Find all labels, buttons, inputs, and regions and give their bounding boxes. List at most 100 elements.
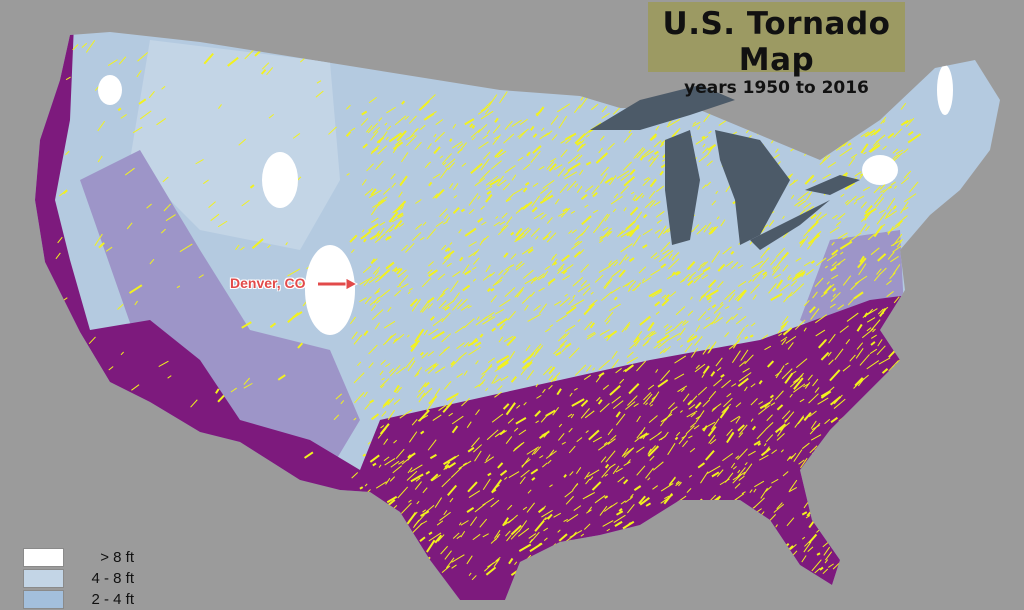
tornado-track <box>491 413 504 423</box>
tornado-track <box>846 422 857 435</box>
tornado-track <box>817 397 829 405</box>
tornado-track <box>660 370 671 382</box>
tornado-track <box>487 357 496 364</box>
tornado-track <box>866 438 876 452</box>
tornado-track <box>477 217 484 223</box>
tornado-track <box>608 260 613 266</box>
tornado-track <box>535 110 543 115</box>
tornado-track <box>542 516 547 521</box>
tornado-track <box>902 299 906 303</box>
tornado-track <box>251 238 264 250</box>
tornado-track <box>496 355 510 364</box>
tornado-track <box>466 555 473 565</box>
tornado-track <box>691 224 700 232</box>
tornado-track <box>891 525 897 532</box>
tornado-track <box>874 193 883 205</box>
tornado-track <box>860 215 868 223</box>
tornado-track <box>370 304 377 312</box>
tornado-track <box>439 155 444 159</box>
tornado-track <box>383 456 390 462</box>
tornado-track <box>463 318 475 329</box>
tornado-track <box>594 97 599 101</box>
tornado-track <box>693 272 705 280</box>
tornado-track <box>723 500 737 509</box>
tornado-track <box>716 367 722 372</box>
tornado-track <box>750 322 756 327</box>
tornado-track <box>738 360 746 367</box>
tornado-track <box>732 471 746 481</box>
tornado-track <box>877 557 883 563</box>
tornado-track <box>850 419 858 426</box>
tornado-track <box>777 321 788 334</box>
tornado-track <box>230 387 237 393</box>
tornado-track <box>624 498 631 503</box>
tornado-track <box>650 268 661 276</box>
tornado-track <box>533 446 542 455</box>
tornado-track <box>436 520 444 526</box>
tornado-track <box>474 341 482 347</box>
tornado-track <box>105 437 118 446</box>
tornado-track <box>474 177 486 187</box>
tornado-track <box>669 554 680 564</box>
tornado-track <box>779 422 790 431</box>
tornado-track <box>463 370 468 376</box>
tornado-track <box>754 480 765 488</box>
tornado-track <box>660 418 667 427</box>
tornado-track <box>904 246 916 257</box>
tornado-track <box>731 313 738 320</box>
tornado-track <box>526 369 535 381</box>
tornado-track <box>369 454 380 463</box>
tornado-track <box>903 148 909 154</box>
tornado-track <box>719 406 730 419</box>
tornado-track <box>659 512 671 523</box>
tornado-track <box>349 234 358 243</box>
tornado-track <box>649 200 656 208</box>
tornado-track <box>723 397 733 408</box>
tornado-track <box>877 447 883 453</box>
tornado-track <box>894 487 900 493</box>
tornado-track <box>661 536 671 543</box>
tornado-track <box>730 537 743 549</box>
tornado-track <box>632 284 640 292</box>
tornado-track <box>385 261 395 270</box>
tornado-track <box>415 199 422 204</box>
tornado-track <box>550 372 561 383</box>
tornado-track <box>849 116 855 121</box>
tornado-track <box>411 418 418 426</box>
tornado-track <box>382 398 391 407</box>
tornado-track <box>740 509 746 517</box>
tornado-track <box>599 235 603 239</box>
tornado-track <box>617 229 624 238</box>
tornado-track <box>373 548 382 554</box>
tornado-track <box>657 225 667 239</box>
tornado-track <box>450 360 456 366</box>
tornado-track <box>650 252 658 259</box>
tornado-track <box>277 374 286 381</box>
tornado-track <box>491 160 502 170</box>
tornado-track <box>728 293 736 302</box>
tornado-track <box>668 476 676 485</box>
tornado-track <box>857 257 867 269</box>
tornado-track <box>471 437 480 448</box>
tornado-track <box>139 110 152 120</box>
tornado-track <box>254 50 261 57</box>
tornado-track <box>776 502 783 510</box>
tornado-track <box>739 424 748 435</box>
tornado-track <box>340 400 345 405</box>
tornado-track <box>595 152 609 164</box>
tornado-track <box>801 442 810 450</box>
tornado-track <box>464 270 472 276</box>
tornado-track <box>697 386 708 396</box>
tornado-track <box>623 132 633 143</box>
tornado-track <box>503 335 514 342</box>
tornado-track <box>516 404 521 409</box>
tornado-track <box>873 272 882 282</box>
tornado-track <box>449 280 459 293</box>
tornado-track <box>346 104 351 110</box>
tornado-track <box>559 297 571 307</box>
tornado-track <box>585 478 591 485</box>
tornado-track <box>634 331 643 341</box>
tornado-track <box>410 339 421 348</box>
tornado-track <box>879 410 888 422</box>
tornado-track <box>682 319 687 325</box>
